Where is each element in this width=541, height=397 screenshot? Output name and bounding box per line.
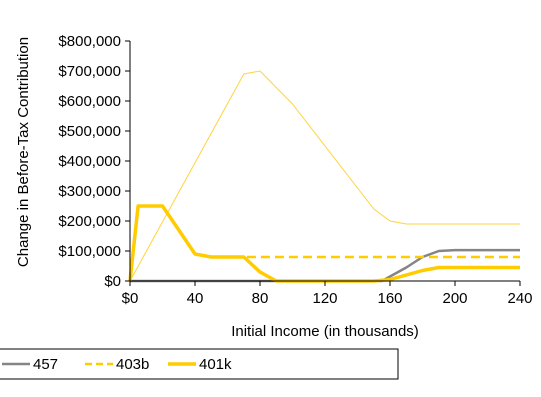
x-tick-label: 240 bbox=[507, 290, 532, 307]
y-tick-label: $500,000 bbox=[58, 123, 121, 140]
x-tick-label: 40 bbox=[187, 290, 204, 307]
y-axis-title: Change in Before-Tax Contribution bbox=[15, 37, 32, 267]
y-tick-label: $100,000 bbox=[58, 243, 121, 260]
y-tick-label: $400,000 bbox=[58, 153, 121, 170]
y-tick-label: $800,000 bbox=[58, 33, 121, 50]
y-tick-label: $700,000 bbox=[58, 63, 121, 80]
x-tick-label: 80 bbox=[252, 290, 269, 307]
x-tick-label: 200 bbox=[442, 290, 467, 307]
legend-label-403b: 403b bbox=[116, 356, 149, 373]
series-line-457 bbox=[130, 248, 520, 283]
legend-box bbox=[0, 348, 399, 380]
y-tick-label: $600,000 bbox=[58, 93, 121, 110]
series-line-401k bbox=[128, 204, 520, 283]
legend: 457 403b 401k bbox=[0, 348, 399, 380]
x-tick-label: $0 bbox=[122, 290, 139, 307]
x-tick-label: 160 bbox=[377, 290, 402, 307]
legend-label-401k: 401k bbox=[199, 356, 232, 373]
x-tick-label: 120 bbox=[312, 290, 337, 307]
y-tick-label: $0 bbox=[104, 273, 121, 290]
y-tick-label: $300,000 bbox=[58, 183, 121, 200]
x-axis-title: Initial Income (in thousands) bbox=[231, 323, 419, 340]
x-axis-ticks: $0 40 80 120 160 200 240 bbox=[122, 281, 533, 307]
series-line-series-1 bbox=[129, 70, 520, 282]
legend-label-457: 457 bbox=[33, 356, 58, 373]
plot-lines bbox=[128, 70, 520, 283]
y-axis-ticks: $0 $100,000 $200,000 $300,000 $400,000 $500,0… bbox=[58, 33, 130, 290]
y-tick-label: $200,000 bbox=[58, 213, 121, 230]
